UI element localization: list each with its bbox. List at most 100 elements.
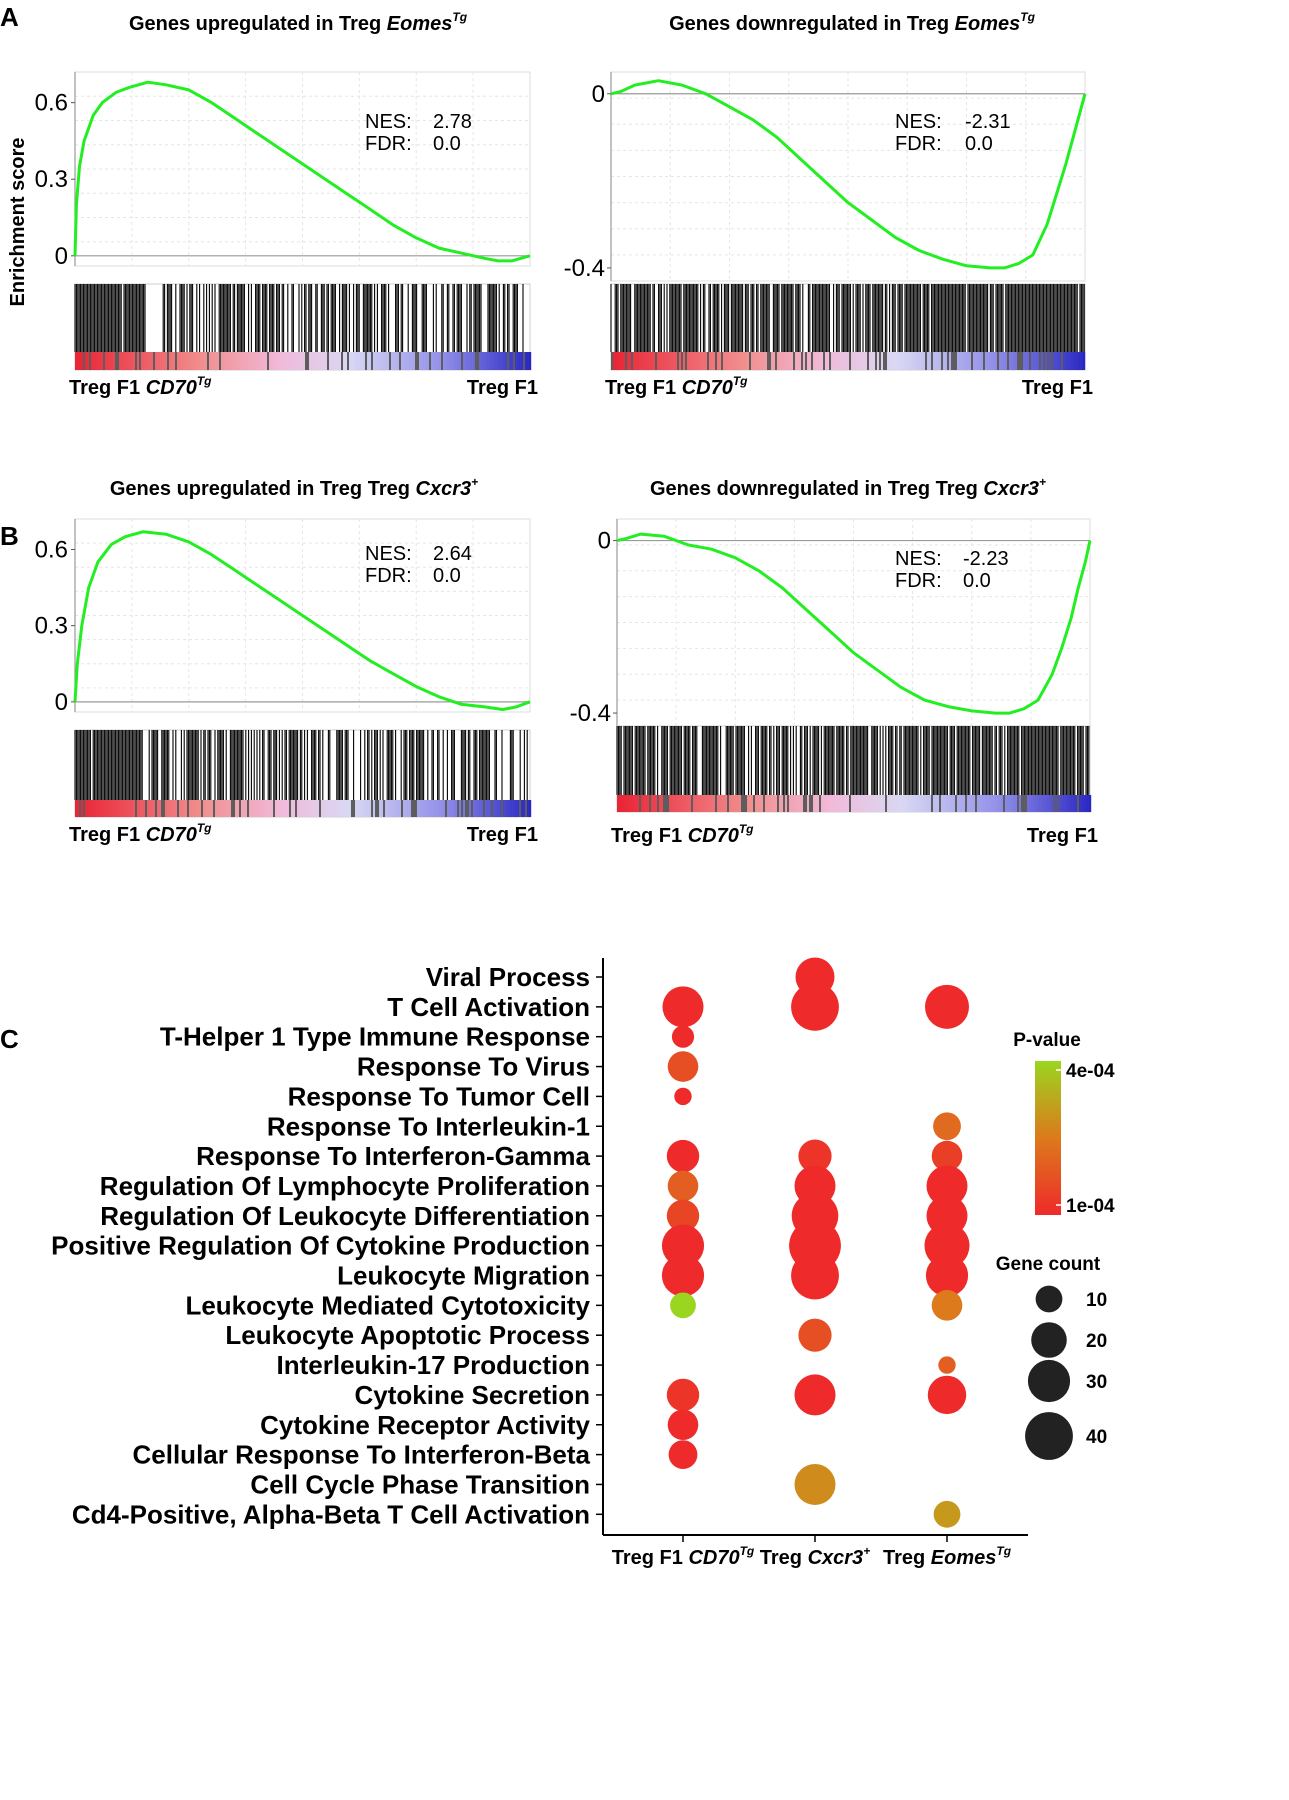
y-tick-label: 0.6 (35, 90, 68, 117)
dot-point (662, 986, 704, 1028)
term-label: Response To Virus (357, 1052, 590, 1082)
pvalue-high-label: 4e-04 (1066, 1061, 1115, 1082)
dot-point (794, 1463, 836, 1505)
x-label-left: Treg F1 CD70Tg (69, 821, 212, 846)
dot-point (791, 1251, 839, 1300)
x-label-right: Treg F1 (467, 824, 538, 846)
dot-point (668, 1440, 698, 1469)
dot-point (925, 984, 969, 1029)
dot-point (798, 1318, 832, 1352)
fdr-value: 0.0 (965, 133, 993, 155)
plot-title: Genes downregulated in Treg EomesTg (669, 10, 1036, 35)
term-label: Regulation Of Lymphocyte Proliferation (100, 1171, 590, 1201)
count-legend-dot (1035, 1285, 1063, 1313)
dot-point (666, 1378, 700, 1412)
dot-point (933, 1112, 961, 1141)
panel-label-c: C (0, 1024, 19, 1054)
rank-gradient (75, 800, 532, 817)
dot-point (933, 1500, 961, 1528)
dot-point (927, 1375, 967, 1415)
dot-point (671, 1025, 695, 1048)
dot-point (924, 1223, 970, 1269)
rank-gradient (75, 352, 532, 370)
enrichment-curve (73, 80, 531, 263)
term-label: T-Helper 1 Type Immune Response (160, 1022, 590, 1052)
count-legend-label: 20 (1086, 1331, 1107, 1352)
term-label: Regulation Of Leukocyte Differentiation (100, 1201, 590, 1231)
enrichment-curve (73, 530, 531, 711)
y-tick-label: 0.3 (35, 613, 68, 640)
nes-label: NES: (365, 543, 412, 565)
term-label: Viral Process (426, 962, 590, 992)
x-label-right: Treg F1 (1027, 825, 1098, 847)
plot-title: Genes upregulated in Treg Treg Cxcr3+ (110, 475, 478, 500)
dot-point (938, 1356, 956, 1374)
gsea-plot-b-up: Genes upregulated in Treg Treg Cxcr3+ 0.6… (35, 475, 538, 846)
dot-point (667, 1409, 699, 1441)
x-group-label: Treg EomesTg (883, 1544, 1012, 1569)
gsea-plot-a-up: Genes upregulated in Treg EomesTg 0.6 0.3 0… (35, 10, 538, 399)
term-label: Cytokine Receptor Activity (260, 1410, 590, 1440)
fdr-label: FDR: (365, 133, 412, 155)
fdr-value: 0.0 (433, 565, 461, 587)
nes-label: NES: (895, 548, 942, 570)
y-tick-label: -0.4 (570, 700, 611, 727)
dot-point (931, 1140, 963, 1172)
pvalue-low-label: 1e-04 (1066, 1196, 1115, 1217)
nes-value: -2.23 (963, 548, 1009, 570)
gene-hit-barcode (616, 726, 1090, 795)
dot-point (926, 1165, 968, 1207)
count-legend-dot (1027, 1359, 1071, 1403)
count-legend-label: 40 (1086, 1427, 1107, 1448)
x-group-label: Treg Cxcr3+ (760, 1544, 870, 1569)
y-axis-label: Enrichment score (7, 138, 29, 307)
x-label-right: Treg F1 (1022, 377, 1093, 399)
dot-point (794, 1374, 836, 1416)
gsea-plot-a-down: Genes downregulated in Treg EomesTg 0 -0.4… (564, 10, 1093, 399)
plot-title: Genes upregulated in Treg EomesTg (129, 10, 468, 35)
term-label: Response To Interleukin-1 (267, 1111, 590, 1141)
rank-gradient (611, 352, 1086, 370)
dot-point (798, 1139, 832, 1173)
panel-label-b: B (0, 521, 19, 551)
pvalue-colorbar (1035, 1061, 1061, 1215)
count-legend-title: Gene count (996, 1254, 1101, 1275)
fdr-label: FDR: (895, 133, 942, 155)
fdr-label: FDR: (895, 570, 942, 592)
count-legend-dot (1031, 1322, 1067, 1358)
y-tick-label: 0.3 (35, 166, 68, 193)
dot-point (670, 1292, 696, 1319)
y-tick-label: -0.4 (564, 255, 605, 282)
term-label: Leukocyte Migration (337, 1261, 590, 1291)
dot-point (674, 1087, 692, 1106)
y-tick-label: 0 (592, 81, 605, 108)
x-label-right: Treg F1 (467, 377, 538, 399)
fdr-value: 0.0 (963, 570, 991, 592)
x-label-left: Treg F1 CD70Tg (69, 374, 212, 399)
dot-point (661, 1254, 705, 1297)
term-label: Cell Cycle Phase Transition (250, 1469, 590, 1499)
fdr-value: 0.0 (433, 133, 461, 155)
dot-point (666, 1199, 700, 1233)
nes-value: 2.64 (433, 543, 472, 565)
term-label: Positive Regulation Of Cytokine Producti… (51, 1231, 590, 1261)
x-group-label: Treg F1 CD70Tg (612, 1544, 755, 1569)
nes-value: 2.78 (433, 111, 472, 133)
term-label: Interleukin-17 Production (277, 1350, 591, 1380)
term-label: T Cell Activation (387, 992, 590, 1022)
nes-label: NES: (895, 111, 942, 133)
enrichment-curve (610, 79, 1087, 270)
term-label: Response To Interferon-Gamma (196, 1141, 590, 1171)
x-label-left: Treg F1 CD70Tg (611, 822, 754, 847)
rank-gradient (617, 795, 1092, 812)
dot-point (667, 1051, 699, 1082)
dot-point (667, 1170, 699, 1202)
enrichment-curve (616, 532, 1092, 715)
gsea-plot-b-down: Genes downregulated in Treg Treg Cxcr3+ 0… (570, 475, 1098, 847)
nes-value: -2.31 (965, 111, 1011, 133)
pvalue-legend-title: P-value (1013, 1030, 1081, 1051)
dot-point (661, 1224, 705, 1267)
gene-hit-barcode (74, 284, 524, 352)
term-label: Cd4-Positive, Alpha-Beta T Cell Activati… (72, 1499, 590, 1529)
